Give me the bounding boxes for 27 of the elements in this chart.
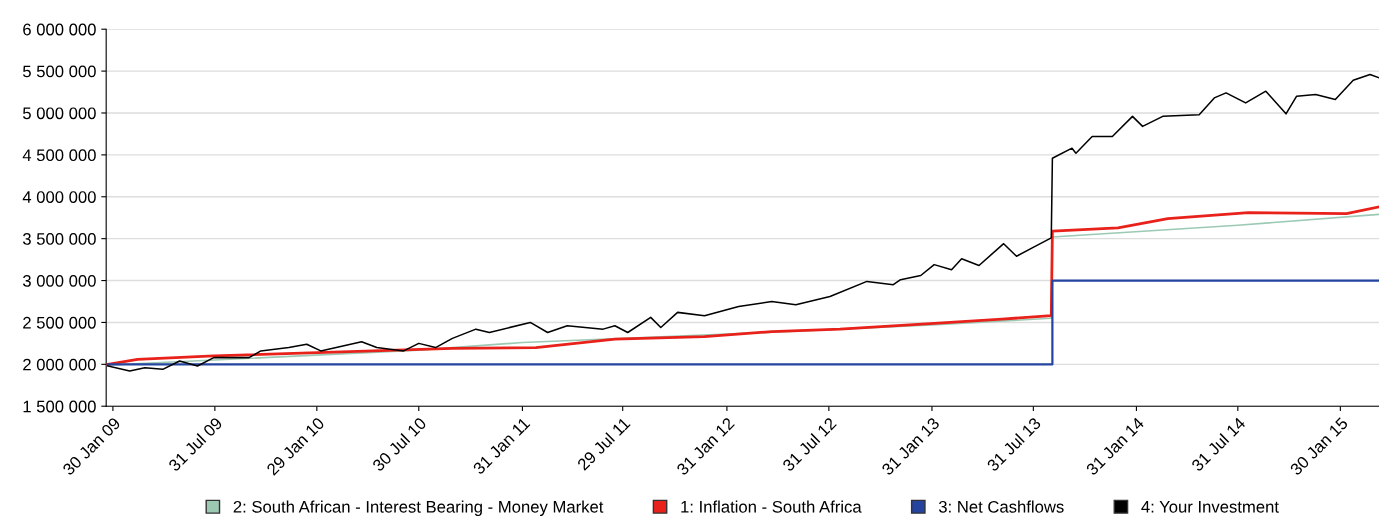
legend-label: 4: Your Investment (1141, 501, 1279, 513)
y-tick-label: 1 500 000 (23, 400, 96, 413)
legend-label: 1: Inflation - South Africa (681, 500, 862, 513)
x-tick-label: 31 Jul 13 (985, 416, 1042, 472)
x-tick-label: 31 Jul 14 (1190, 416, 1247, 472)
x-tick-label: 31 Jan 12 (675, 416, 735, 476)
y-tick-label: 4 500 000 (22, 149, 96, 162)
y-tick-label: 4 000 000 (22, 191, 96, 203)
x-tick-label: 31 Jul 12 (781, 416, 837, 472)
x-tick-label: 30 Jan 15 (1289, 416, 1349, 476)
x-tick-label: 30 Jul 10 (371, 416, 427, 472)
x-tick-label: 30 Jan 09 (61, 416, 122, 476)
legend-label: 3: Net Cashflows (938, 500, 1064, 513)
y-tick-label: 2 000 000 (23, 358, 96, 371)
y-tick-label: 5 000 000 (22, 107, 96, 120)
x-tick-label: 31 Jan 11 (472, 416, 531, 476)
y-tick-label: 6 000 000 (23, 23, 96, 36)
x-tick-label: 31 Jan 14 (1085, 416, 1145, 476)
x-tick-label: 31 Jul 09 (167, 416, 223, 472)
x-tick-label: 29 Jul 11 (576, 416, 631, 471)
y-tick-label: 3 500 000 (22, 233, 96, 245)
y-tick-label: 2 500 000 (23, 316, 96, 329)
x-tick-label: 29 Jan 10 (265, 416, 326, 476)
y-tick-label: 5 500 000 (22, 65, 96, 78)
x-tick-label: 31 Jan 13 (880, 416, 941, 476)
y-tick-label: 3 000 000 (22, 274, 96, 287)
legend-label: 2: South African - Interest Bearing - Money Market (233, 500, 604, 517)
